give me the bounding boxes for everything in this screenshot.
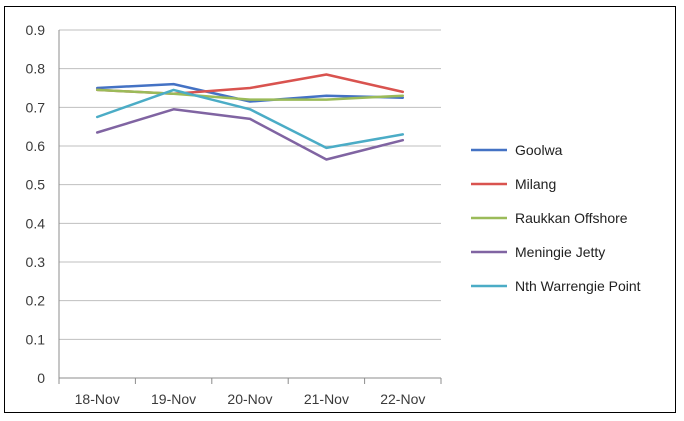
y-tick-label: 0.6 (26, 138, 46, 154)
axes (58, 30, 442, 384)
legend: Goolwa Milang Raukkan Offshore Meningie Jet… (471, 142, 641, 294)
y-tick-label: 0.7 (26, 99, 46, 115)
series-line-milang (95, 73, 405, 96)
series-lines (95, 73, 405, 161)
series-line-goolwa (95, 82, 405, 103)
y-tick-label: 0.3 (26, 254, 46, 270)
chart-frame: 0 0.1 0.2 0.3 0.4 0.5 0.6 0.7 0.8 0.9 18-Nov 19-No… (4, 6, 676, 413)
y-tick-label: 0.2 (26, 293, 46, 309)
series-line-meningie-jetty (95, 108, 405, 161)
series-line-nth-warrengie-point (95, 88, 405, 150)
y-axis-ticks: 0 0.1 0.2 0.3 0.4 0.5 0.6 0.7 0.8 0.9 (26, 22, 46, 386)
y-tick-label: 0.4 (26, 215, 46, 231)
line-chart: 0 0.1 0.2 0.3 0.4 0.5 0.6 0.7 0.8 0.9 18-Nov 19-No… (26, 22, 641, 407)
y-tick-label: 0.8 (26, 61, 46, 77)
x-tick-label: 22-Nov (380, 391, 425, 407)
x-tick-label: 21-Nov (304, 391, 349, 407)
y-tick-label: 0.1 (26, 331, 46, 347)
legend-label-nth-warrengie-point: Nth Warrengie Point (515, 278, 641, 294)
legend-label-meningie-jetty: Meningie Jetty (515, 244, 605, 260)
x-tick-label: 19-Nov (151, 391, 196, 407)
y-tick-label: 0.9 (26, 22, 46, 38)
y-tick-label: 0 (37, 370, 45, 386)
gridlines (59, 29, 441, 340)
x-tick-label: 20-Nov (227, 391, 272, 407)
legend-label-goolwa: Goolwa (515, 142, 563, 158)
x-axis-ticks: 18-Nov 19-Nov 20-Nov 21-Nov 22-Nov (75, 391, 426, 407)
y-tick-label: 0.5 (26, 177, 46, 193)
x-tick-label: 18-Nov (75, 391, 120, 407)
legend-label-milang: Milang (515, 176, 556, 192)
series-line-raukkan-offshore (95, 88, 405, 101)
legend-label-raukkan-offshore: Raukkan Offshore (515, 210, 628, 226)
